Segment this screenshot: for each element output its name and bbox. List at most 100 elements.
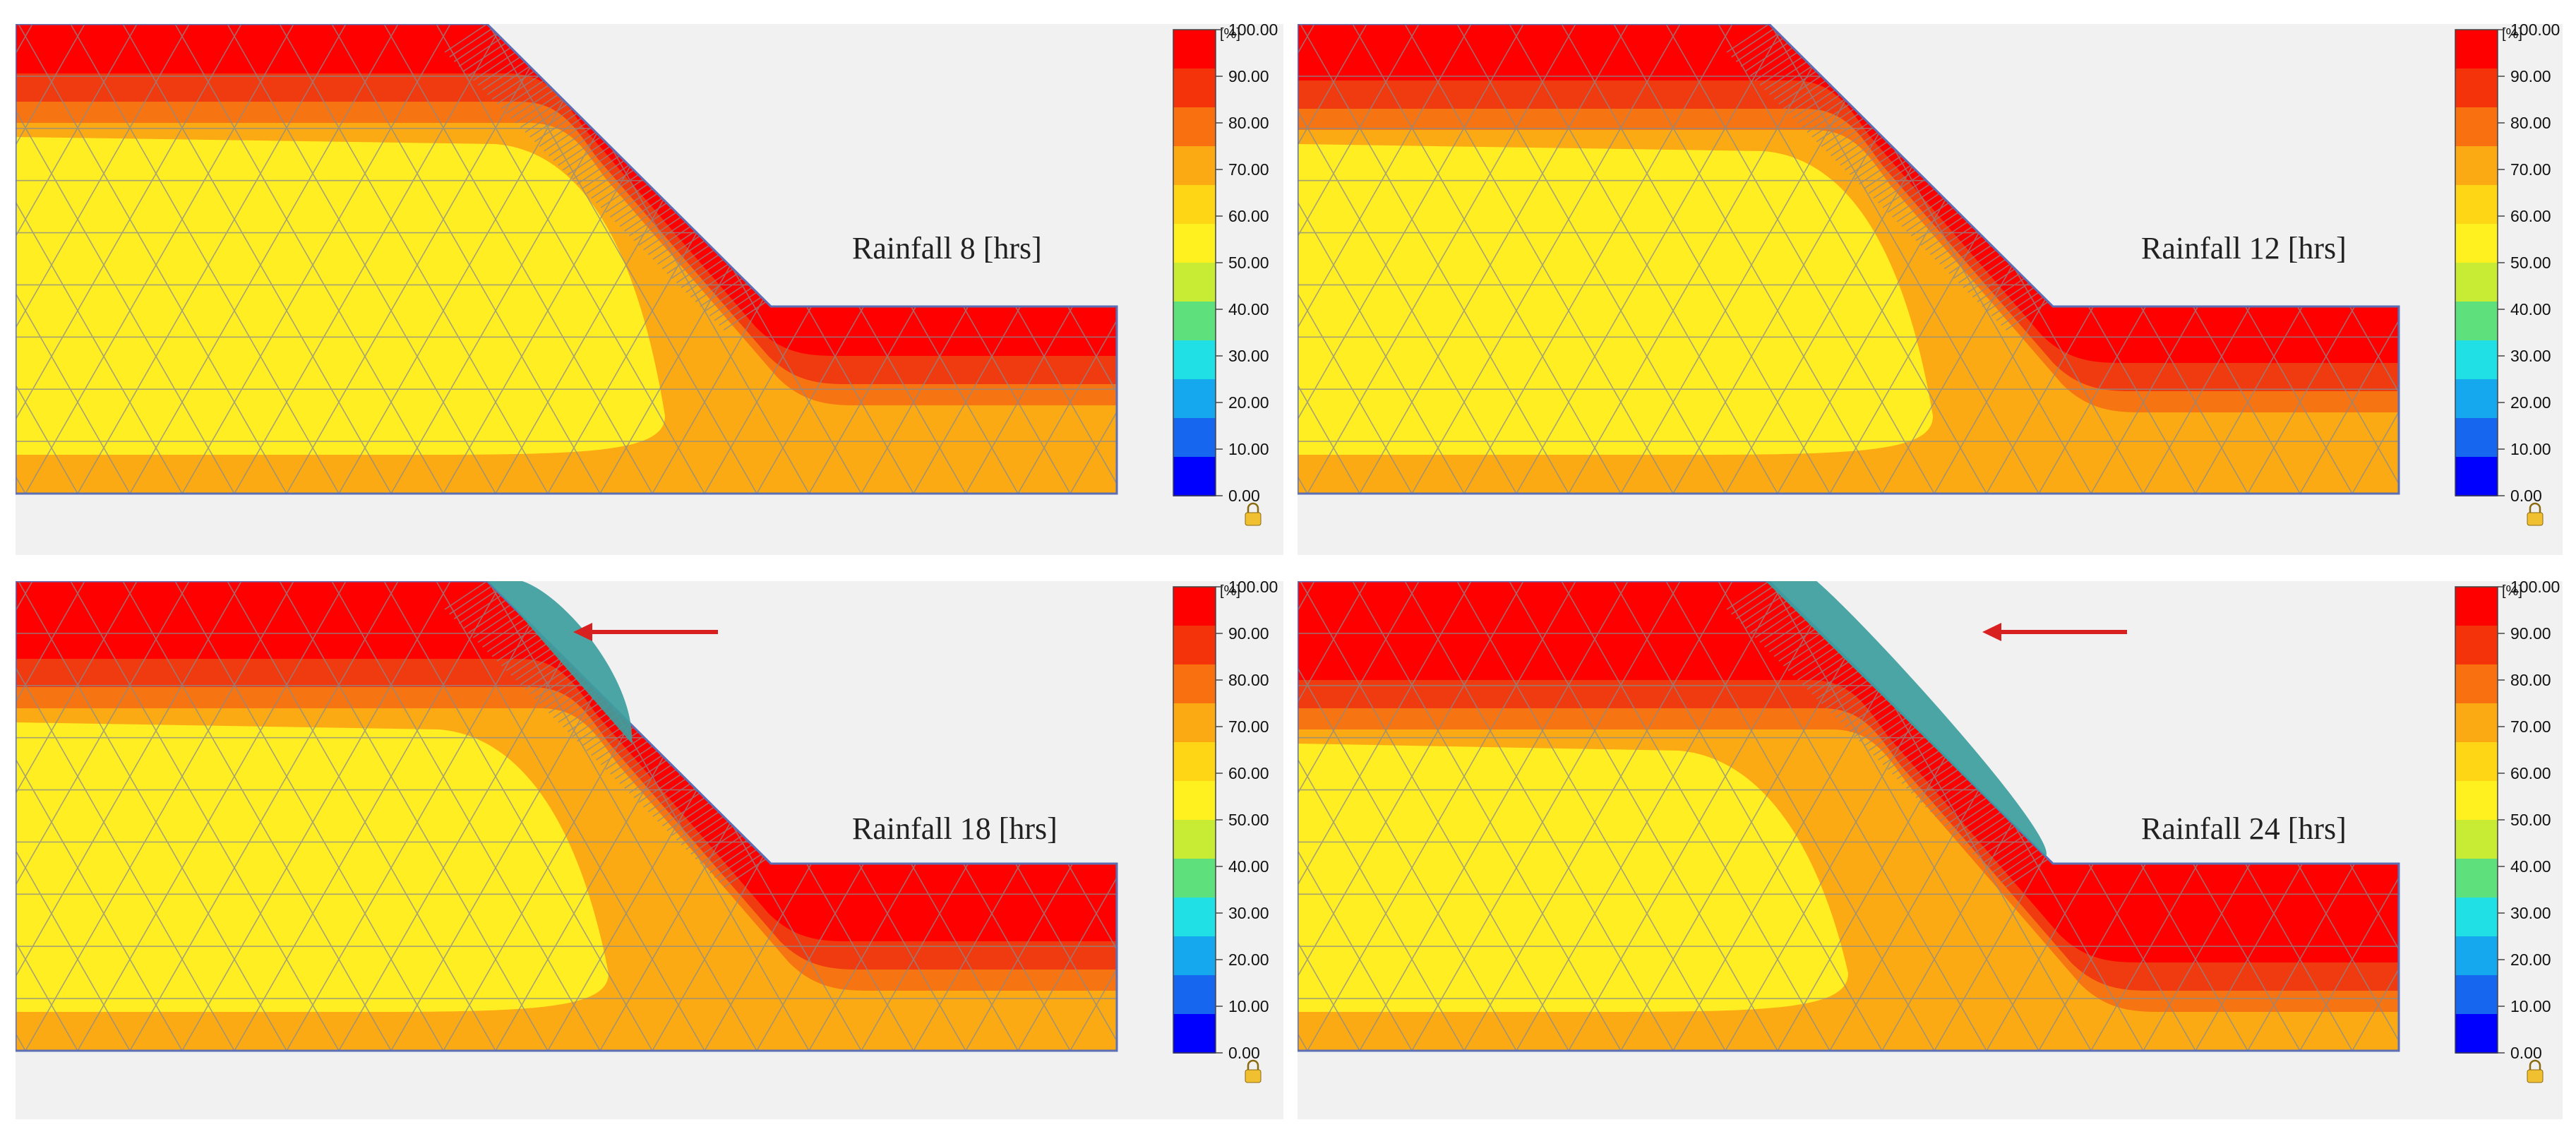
legend-tick: 60.00 (1228, 207, 1269, 225)
lock-icon[interactable] (1245, 502, 1262, 526)
legend-swatch (1173, 418, 1216, 458)
legend-swatch (1173, 185, 1216, 225)
legend-tick: 100.00 (1228, 24, 1278, 39)
legend-tick: 80.00 (2510, 671, 2551, 689)
legend-swatch (1173, 587, 1216, 626)
lock-icon[interactable] (2527, 1059, 2544, 1083)
base-band (1298, 467, 2399, 494)
legend-tick: 70.00 (2510, 717, 2551, 736)
legend-swatch (2455, 898, 2498, 937)
legend-swatch (1173, 263, 1216, 302)
legend-swatch (1173, 340, 1216, 380)
legend-swatch (2455, 146, 2498, 186)
legend-tick: 0.00 (1228, 487, 1260, 505)
legend-tick: 0.00 (2510, 1044, 2542, 1062)
legend-tick: 40.00 (2510, 300, 2551, 318)
slope-body (1298, 581, 2399, 1051)
legend-tick: 20.00 (1228, 393, 1269, 412)
legend-tick: 70.00 (1228, 717, 1269, 736)
saturation-plot: Rainfall 8 [hrs] [%]100.00 90.00 80.00 70.00… (16, 24, 1278, 526)
legend-swatch (2455, 936, 2498, 976)
legend-swatch (1173, 820, 1216, 859)
legend-tick: 10.00 (1228, 440, 1269, 458)
legend-tick: 100.00 (1228, 581, 1278, 596)
panel-rainfall-8h: Rainfall 8 [hrs] [%] 100.00 90.00 80.00 70.00… (16, 24, 1283, 555)
legend-swatch (2455, 185, 2498, 225)
legend-tick: 50.00 (2510, 811, 2551, 829)
slope-body (16, 24, 1117, 494)
legend-swatch (2455, 68, 2498, 108)
arrow-left-icon (573, 623, 718, 641)
legend-swatch (2455, 224, 2498, 263)
legend-tick: 90.00 (2510, 67, 2551, 85)
lock-icon[interactable] (2527, 502, 2544, 526)
legend-tick: 70.00 (1228, 160, 1269, 179)
legend-swatch (1173, 898, 1216, 937)
legend-tick: 20.00 (2510, 393, 2551, 412)
legend-swatch (1173, 664, 1216, 704)
legend-tick: 30.00 (2510, 904, 2551, 922)
color-legend: [%]100.00 90.00 80.00 70.00 60.00 50.00 40.00 3… (2455, 24, 2560, 505)
slope-body (16, 581, 1117, 1051)
legend-tick: 20.00 (1228, 950, 1269, 969)
legend-swatch (1173, 457, 1216, 496)
panel-rainfall-24h: Rainfall 24 [hrs] [%] 100.00 90.00 80.00 70.0… (1298, 581, 2563, 1119)
legend-swatch (1173, 146, 1216, 186)
legend-tick: 90.00 (1228, 624, 1269, 643)
legend-swatch (2455, 587, 2498, 626)
color-legend: [%]100.00 90.00 80.00 70.00 60.00 50.00 40.00 3… (2455, 581, 2560, 1062)
lock-icon[interactable] (1245, 1059, 1262, 1083)
legend-swatch (1173, 626, 1216, 665)
saturation-plot: Rainfall 18 [hrs] [%]100.00 90.00 80.00 70.0… (16, 581, 1278, 1083)
legend-unit: [%] (1220, 26, 1240, 42)
legend-swatch (2455, 703, 2498, 743)
sliding-mass (487, 581, 633, 744)
rainfall-label: Rainfall 8 [hrs] (852, 231, 1042, 266)
sliding-mass (1766, 581, 2047, 857)
rainfall-label: Rainfall 12 [hrs] (2141, 231, 2347, 266)
base-band (16, 467, 1117, 494)
legend-swatch (1173, 703, 1216, 743)
legend-swatch (2455, 379, 2498, 419)
legend-swatch (1173, 975, 1216, 1015)
legend-swatch (1173, 379, 1216, 419)
legend-swatch (2455, 418, 2498, 458)
legend-swatch (1173, 781, 1216, 821)
legend-swatch (1173, 936, 1216, 976)
legend-tick: 80.00 (1228, 671, 1269, 689)
legend-tick: 60.00 (1228, 764, 1269, 782)
legend-tick: 50.00 (1228, 254, 1269, 272)
legend-swatch (2455, 263, 2498, 302)
legend-tick: 80.00 (2510, 114, 2551, 132)
legend-unit: [%] (1220, 583, 1240, 599)
rainfall-label: Rainfall 18 [hrs] (852, 811, 1058, 846)
legend-swatch (1173, 1014, 1216, 1054)
legend-swatch (2455, 664, 2498, 704)
legend-tick: 50.00 (2510, 254, 2551, 272)
legend-swatch (1173, 859, 1216, 898)
legend-swatch (2455, 626, 2498, 665)
legend-swatch (1173, 302, 1216, 341)
legend-tick: 0.00 (2510, 487, 2542, 505)
legend-swatch (1173, 742, 1216, 782)
legend-tick: 10.00 (2510, 440, 2551, 458)
legend-swatch (2455, 340, 2498, 380)
unsaturated-core (16, 722, 609, 1012)
base-band (1298, 1024, 2399, 1051)
legend-unit: [%] (2502, 583, 2522, 599)
saturation-plot: Rainfall 12 [hrs] [%]100.00 90.00 80.00 70.0… (1298, 24, 2560, 526)
base-band (16, 1024, 1117, 1051)
model-boundary (1298, 24, 2400, 495)
legend-tick: 30.00 (1228, 904, 1269, 922)
legend-swatch (2455, 975, 2498, 1015)
legend-tick: 10.00 (1228, 997, 1269, 1015)
arrow-left-icon (1982, 623, 2127, 641)
panel-rainfall-18h: Rainfall 18 [hrs] [%] 100.00 90.00 80.00 70.0… (16, 581, 1283, 1119)
legend-tick: 30.00 (1228, 347, 1269, 365)
legend-tick: 30.00 (2510, 347, 2551, 365)
legend-tick: 90.00 (2510, 624, 2551, 643)
rainfall-label: Rainfall 24 [hrs] (2141, 811, 2347, 846)
legend-tick: 40.00 (1228, 857, 1269, 876)
legend-swatch (2455, 820, 2498, 859)
legend-swatch (2455, 30, 2498, 69)
